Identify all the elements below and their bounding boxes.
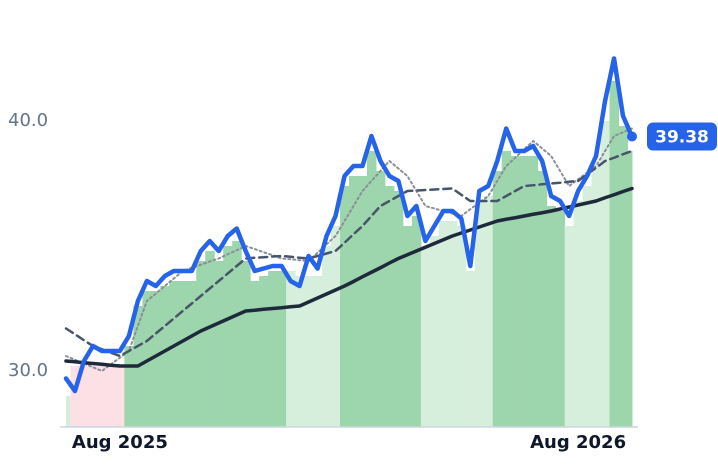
line [63,56,635,394]
bar [528,156,539,427]
line [64,149,634,358]
bar [393,191,404,427]
bar [178,281,188,427]
bar [591,166,602,427]
line [64,186,634,368]
bar [66,396,71,427]
bar [241,261,251,427]
bar [609,81,620,427]
bar [124,346,134,427]
bar [205,251,215,427]
bar [456,226,467,427]
value-badge [647,122,717,151]
bar [411,216,422,427]
bar [402,226,413,427]
bar [600,121,611,427]
bar [79,366,89,427]
bar [429,236,440,427]
bar [277,271,287,427]
bar [546,206,557,427]
bar [340,186,350,427]
bar [438,221,449,427]
bar [483,196,494,427]
line [65,127,633,372]
bar [366,151,377,427]
x-tick-label: Aug 2026 [530,432,626,453]
bar [492,171,503,427]
bar [510,156,521,427]
bar [259,276,269,427]
last-point [627,131,637,142]
bar [501,151,512,427]
bar [223,246,233,427]
bar [106,366,116,427]
bar [555,211,566,427]
x-tick-label: Aug 2025 [72,432,168,453]
bar [582,186,593,427]
bar [357,176,368,427]
bar [214,261,224,427]
bar [97,366,107,427]
bar [322,246,332,427]
bar [573,201,584,427]
bar [313,276,323,427]
bar [115,366,125,427]
bar [304,276,314,427]
bar [70,366,80,427]
bar [250,281,260,427]
y-tick-label: 30.0 [8,360,48,381]
bar [519,156,530,427]
bar [268,271,278,427]
bar [465,271,476,427]
bar [160,286,170,427]
bar [474,201,485,427]
bar [375,171,386,427]
bar [384,186,395,427]
bar [564,226,575,427]
bar [618,126,629,427]
bar [286,271,296,427]
bar [420,246,431,427]
bar [169,281,179,427]
bar [151,291,161,427]
bar [196,261,206,427]
bar [331,226,341,427]
bar [187,281,197,427]
bar [295,276,305,427]
bar [349,176,359,427]
bar [537,171,548,427]
value-label: 39.38 [655,128,709,148]
bar [88,366,98,427]
y-tick-label: 40.0 [8,110,48,131]
bar [232,241,242,427]
bar [447,221,458,427]
bar [627,151,633,427]
